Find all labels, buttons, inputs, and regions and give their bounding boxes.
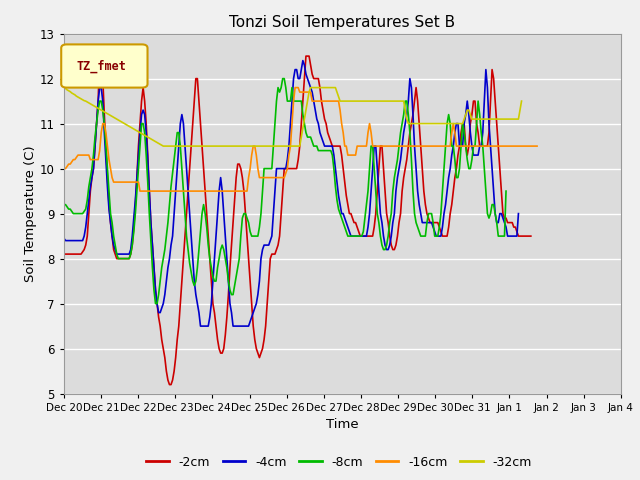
Text: TZ_fmet: TZ_fmet — [77, 60, 127, 72]
Legend: -2cm, -4cm, -8cm, -16cm, -32cm: -2cm, -4cm, -8cm, -16cm, -32cm — [141, 451, 537, 474]
Y-axis label: Soil Temperature (C): Soil Temperature (C) — [24, 145, 37, 282]
X-axis label: Time: Time — [326, 418, 358, 431]
Title: Tonzi Soil Temperatures Set B: Tonzi Soil Temperatures Set B — [229, 15, 456, 30]
FancyBboxPatch shape — [61, 44, 147, 87]
